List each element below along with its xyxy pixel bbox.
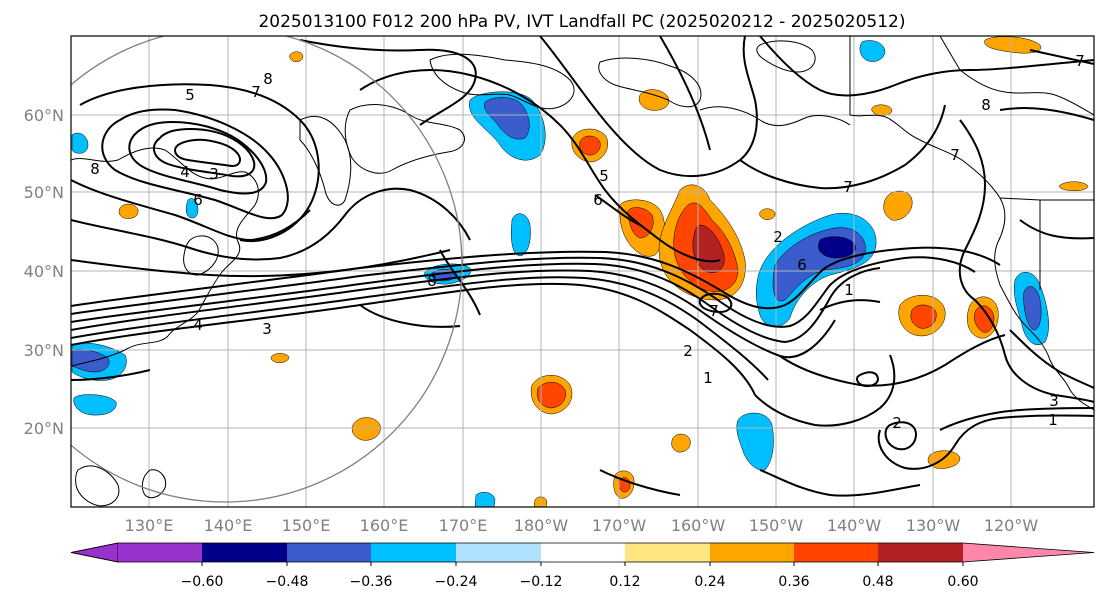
latitude-labels: 60°N 50°N 40°N 30°N 20°N bbox=[24, 106, 64, 438]
colorbar-tick-label: −0.48 bbox=[266, 574, 309, 590]
contour-label: 5 bbox=[599, 167, 609, 185]
contour-label: 8 bbox=[981, 96, 991, 114]
contour-label: 2 bbox=[773, 228, 783, 246]
map-frame bbox=[70, 35, 1095, 508]
contour-label: 3 bbox=[1049, 392, 1059, 410]
colorbar-segment bbox=[287, 543, 371, 562]
longitude-label: 130°E bbox=[125, 516, 174, 535]
contour-label: 6 bbox=[593, 191, 603, 209]
colorbar-segment bbox=[878, 543, 963, 562]
longitude-label: 140°E bbox=[204, 516, 253, 535]
colorbar-extend-high bbox=[963, 543, 1094, 562]
contour-label: 7 bbox=[950, 146, 960, 164]
latitude-label: 20°N bbox=[24, 419, 64, 438]
colorbar-tick-label: −0.12 bbox=[520, 574, 563, 590]
colorbar-segment bbox=[625, 543, 710, 562]
contour-label: 7 bbox=[1075, 52, 1085, 70]
colorbar-tick-label: −0.60 bbox=[181, 574, 224, 590]
colorbar-segment bbox=[118, 543, 202, 562]
range-circle bbox=[71, 36, 463, 503]
latitude-label: 30°N bbox=[24, 341, 64, 360]
longitude-label: 130°W bbox=[906, 516, 961, 535]
contour-label: 1 bbox=[703, 369, 713, 387]
colorbar-outline bbox=[70, 542, 1095, 563]
contour-label: 7 bbox=[251, 83, 261, 101]
longitude-label: 160°E bbox=[360, 516, 409, 535]
colorbar-segment bbox=[794, 543, 878, 562]
contour-label: 1 bbox=[1048, 411, 1058, 429]
colorbar-tick-label: 0.48 bbox=[862, 574, 893, 590]
longitude-label: 170°E bbox=[439, 516, 488, 535]
longitude-label: 170°W bbox=[592, 516, 647, 535]
longitude-labels: 130°E 140°E 150°E 160°E 170°E 180°W 170°W 160°W… bbox=[125, 516, 1039, 535]
contour-label: 1 bbox=[844, 281, 854, 299]
contour-label: 3 bbox=[209, 165, 219, 183]
contour-label: 7 bbox=[709, 302, 719, 320]
contour-label: 6 bbox=[797, 256, 807, 274]
latitude-label: 60°N bbox=[24, 106, 64, 125]
contour-label: 2 bbox=[683, 342, 693, 360]
latitude-label: 50°N bbox=[24, 183, 64, 202]
colorbar-segment bbox=[541, 543, 625, 562]
coastlines bbox=[71, 36, 1094, 507]
longitude-label: 150°E bbox=[282, 516, 331, 535]
colorbar-tick-label: 0.24 bbox=[694, 574, 725, 590]
figure-title: 2025013100 F012 200 hPa PV, IVT Landfall… bbox=[258, 12, 905, 32]
latitude-label: 40°N bbox=[24, 262, 64, 281]
colorbar-segment bbox=[456, 543, 541, 562]
colorbar-tick-label: 0.60 bbox=[947, 574, 978, 590]
longitude-label: 180°W bbox=[514, 516, 569, 535]
contour-label: 2 bbox=[892, 414, 902, 432]
contour-label: 8 bbox=[90, 160, 100, 178]
colorbar-tick-label: 0.12 bbox=[609, 574, 640, 590]
contour-label: 4 bbox=[193, 316, 203, 334]
contour-label: 8 bbox=[263, 70, 273, 88]
pv-contours bbox=[71, 36, 1094, 497]
contour-label: 7 bbox=[843, 178, 853, 196]
colorbar-segment bbox=[202, 543, 287, 562]
colorbar-tick-label: −0.36 bbox=[350, 574, 393, 590]
colorbar-extend-low bbox=[70, 542, 119, 563]
contour-label: 4 bbox=[180, 163, 190, 181]
colorbar-tick-label: 0.36 bbox=[778, 574, 809, 590]
longitude-label: 120°W bbox=[984, 516, 1039, 535]
longitude-label: 140°W bbox=[827, 516, 882, 535]
longitude-label: 150°W bbox=[749, 516, 804, 535]
colorbar-segment bbox=[371, 543, 456, 562]
longitude-label: 160°W bbox=[671, 516, 726, 535]
colorbar-tick-label: −0.24 bbox=[435, 574, 478, 590]
colorbar: −0.60 −0.48 −0.36 −0.24 −0.12 0.12 0.24 0.36 0.4… bbox=[70, 542, 1095, 590]
contour-label: 8 bbox=[427, 272, 437, 290]
contour-label: 5 bbox=[185, 86, 195, 104]
contour-label: 6 bbox=[193, 191, 203, 209]
contour-label: 3 bbox=[262, 320, 272, 338]
colorbar-segment bbox=[710, 543, 794, 562]
